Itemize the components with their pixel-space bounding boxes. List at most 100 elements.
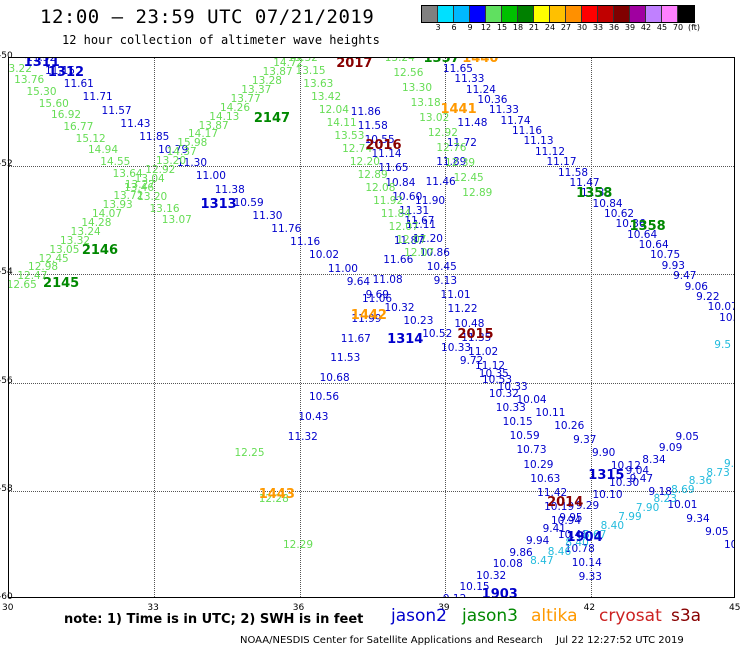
wave-height-value: 10.36 bbox=[477, 93, 508, 106]
wave-height-value: 11.66 bbox=[383, 254, 414, 267]
wave-height-value: 10.79 bbox=[158, 144, 189, 157]
legend-item-cryosat: cryosat bbox=[599, 606, 662, 626]
wave-height-value: 11.90 bbox=[415, 195, 446, 208]
colorbar-swatch bbox=[438, 6, 454, 22]
colorbar-swatch bbox=[598, 6, 614, 22]
wave-height-value: 14.11 bbox=[326, 116, 357, 129]
wave-height-value: 10.23 bbox=[403, 315, 434, 328]
wave-height-value: 11.33 bbox=[488, 104, 519, 117]
wave-height-value: 16.92 bbox=[51, 109, 82, 122]
wave-height-value: 11.30 bbox=[176, 157, 208, 170]
wave-height-value: 13.72 bbox=[113, 190, 144, 203]
wave-height-value: 12.47 bbox=[17, 270, 48, 283]
colorbar-swatch bbox=[630, 6, 646, 22]
wave-height-value: 11.14 bbox=[371, 148, 402, 161]
wave-height-value: 10.43 bbox=[298, 411, 329, 424]
wave-height-value: 10.63 bbox=[530, 472, 561, 485]
wave-height-value: 12.65 bbox=[8, 279, 37, 292]
wave-height-value: 15.12 bbox=[75, 132, 106, 145]
wave-height-value: 10.29 bbox=[523, 458, 554, 471]
wave-height-value: 10.53 bbox=[481, 373, 513, 386]
pass-number-label: 1904 bbox=[566, 529, 603, 545]
wave-height-value: 9.33 bbox=[578, 571, 602, 584]
wave-height-value: 13.64 bbox=[112, 167, 143, 180]
wave-height-value: 11.52 bbox=[26, 57, 57, 64]
wave-height-value: 11.22 bbox=[447, 303, 478, 316]
wave-height-value: 12.74 bbox=[342, 142, 373, 155]
pass-number-label: 2147 bbox=[253, 110, 291, 126]
wave-height-value: 10.32 bbox=[488, 388, 519, 401]
wave-height-value: 11.46 bbox=[425, 175, 456, 188]
wave-height-value: 11.84 bbox=[380, 207, 411, 220]
pass-number-label: 1315 bbox=[588, 467, 625, 483]
wave-height-value: 8.40 bbox=[565, 537, 589, 550]
wave-height-value: 12.08 bbox=[365, 181, 396, 194]
wave-height-value: 9.47 bbox=[673, 270, 697, 283]
colorbar-label: 3 bbox=[435, 23, 441, 32]
wave-height-value: 11.99 bbox=[351, 313, 382, 326]
wave-height-value: 10.15 bbox=[502, 416, 533, 429]
wave-height-value: 13.02 bbox=[419, 112, 450, 125]
wave-height-value: 10.15 bbox=[459, 581, 490, 594]
colorbar-label: 45 bbox=[656, 23, 668, 32]
wave-height-value: 9.72 bbox=[459, 354, 484, 367]
wave-height-value: 13.63 bbox=[303, 77, 334, 90]
wave-height-value: 13.07 bbox=[161, 214, 192, 227]
wave-height-value: 9.93 bbox=[661, 259, 685, 272]
grid-line-meridian bbox=[299, 58, 301, 597]
wave-height-value: 11.48 bbox=[457, 116, 488, 129]
colorbar-label: 15 bbox=[496, 23, 508, 32]
pass-number-label: 1441 bbox=[440, 102, 477, 118]
wave-height-value: 12.56 bbox=[393, 67, 424, 80]
wave-height-value: 10.84 bbox=[592, 197, 623, 210]
wave-height-value: 11.16 bbox=[511, 125, 543, 138]
wave-height-value: 11.12 bbox=[475, 359, 506, 372]
colorbar-swatch bbox=[550, 6, 566, 22]
wave-height-value: 13.27 bbox=[124, 179, 155, 192]
wave-height-value: 11.76 bbox=[271, 223, 302, 236]
colorbar-swatch bbox=[566, 6, 582, 22]
legend-item-jason2: jason2 bbox=[391, 606, 447, 626]
colorbar-label: 9 bbox=[467, 23, 473, 32]
colorbar-swatch bbox=[614, 6, 630, 22]
latitude-label: -50 bbox=[0, 51, 13, 61]
wave-height-value: 10.55 bbox=[364, 134, 395, 147]
wave-height-value: 9.05 bbox=[675, 430, 699, 443]
wave-height-value: 10.26 bbox=[554, 420, 585, 433]
wave-height-value: 13.46 bbox=[123, 181, 155, 194]
wave-height-value: 10.46 bbox=[557, 529, 588, 542]
wave-height-value: 12.76 bbox=[436, 142, 467, 155]
wave-height-value: 11.89 bbox=[436, 156, 467, 169]
wave-height-value: 13.20 bbox=[137, 190, 168, 203]
colorbar-label: 39 bbox=[624, 23, 636, 32]
wave-height-value: 12.07 bbox=[396, 233, 427, 246]
wave-height-value: 10.32 bbox=[476, 569, 507, 582]
wave-height-value: 13.24 bbox=[384, 57, 415, 64]
wave-height-value: 12.04 bbox=[318, 103, 349, 116]
wave-height-value: 13.18 bbox=[410, 97, 441, 110]
wave-height-value: 10.84 bbox=[385, 176, 416, 189]
colorbar-swatch bbox=[662, 6, 678, 22]
wave-height-value: 11.67 bbox=[340, 332, 371, 345]
longitude-label: 39 bbox=[438, 603, 450, 613]
longitude-label: 45 bbox=[729, 603, 740, 613]
wave-height-value: 8.67 bbox=[583, 528, 607, 541]
pass-number-label: 1358 bbox=[629, 218, 666, 234]
wave-height-value: 9.12 bbox=[443, 594, 466, 597]
wave-height-value: 11.35 bbox=[461, 331, 492, 344]
wave-height-value: 12.07 bbox=[388, 220, 419, 233]
legend-item-altika: altika bbox=[531, 606, 578, 626]
wave-height-value: 12.20 bbox=[349, 155, 380, 168]
pass-number-label: 1440 bbox=[462, 57, 499, 66]
wave-height-value: 10.10 bbox=[592, 488, 623, 501]
wave-height-value: 11.00 bbox=[327, 262, 358, 275]
wave-height-value: 14.17 bbox=[187, 128, 219, 141]
grid-line-parallel bbox=[9, 166, 734, 168]
wave-height-value: 9.29 bbox=[575, 500, 600, 513]
wave-height-value: 12.25 bbox=[234, 446, 265, 459]
colorbar-swatch bbox=[534, 6, 550, 22]
colorbar-label: 24 bbox=[544, 23, 556, 32]
wave-height-value: 11.65 bbox=[378, 162, 409, 175]
wave-height-value: 15.98 bbox=[177, 137, 208, 150]
wave-height-value: 9.18 bbox=[648, 486, 672, 499]
